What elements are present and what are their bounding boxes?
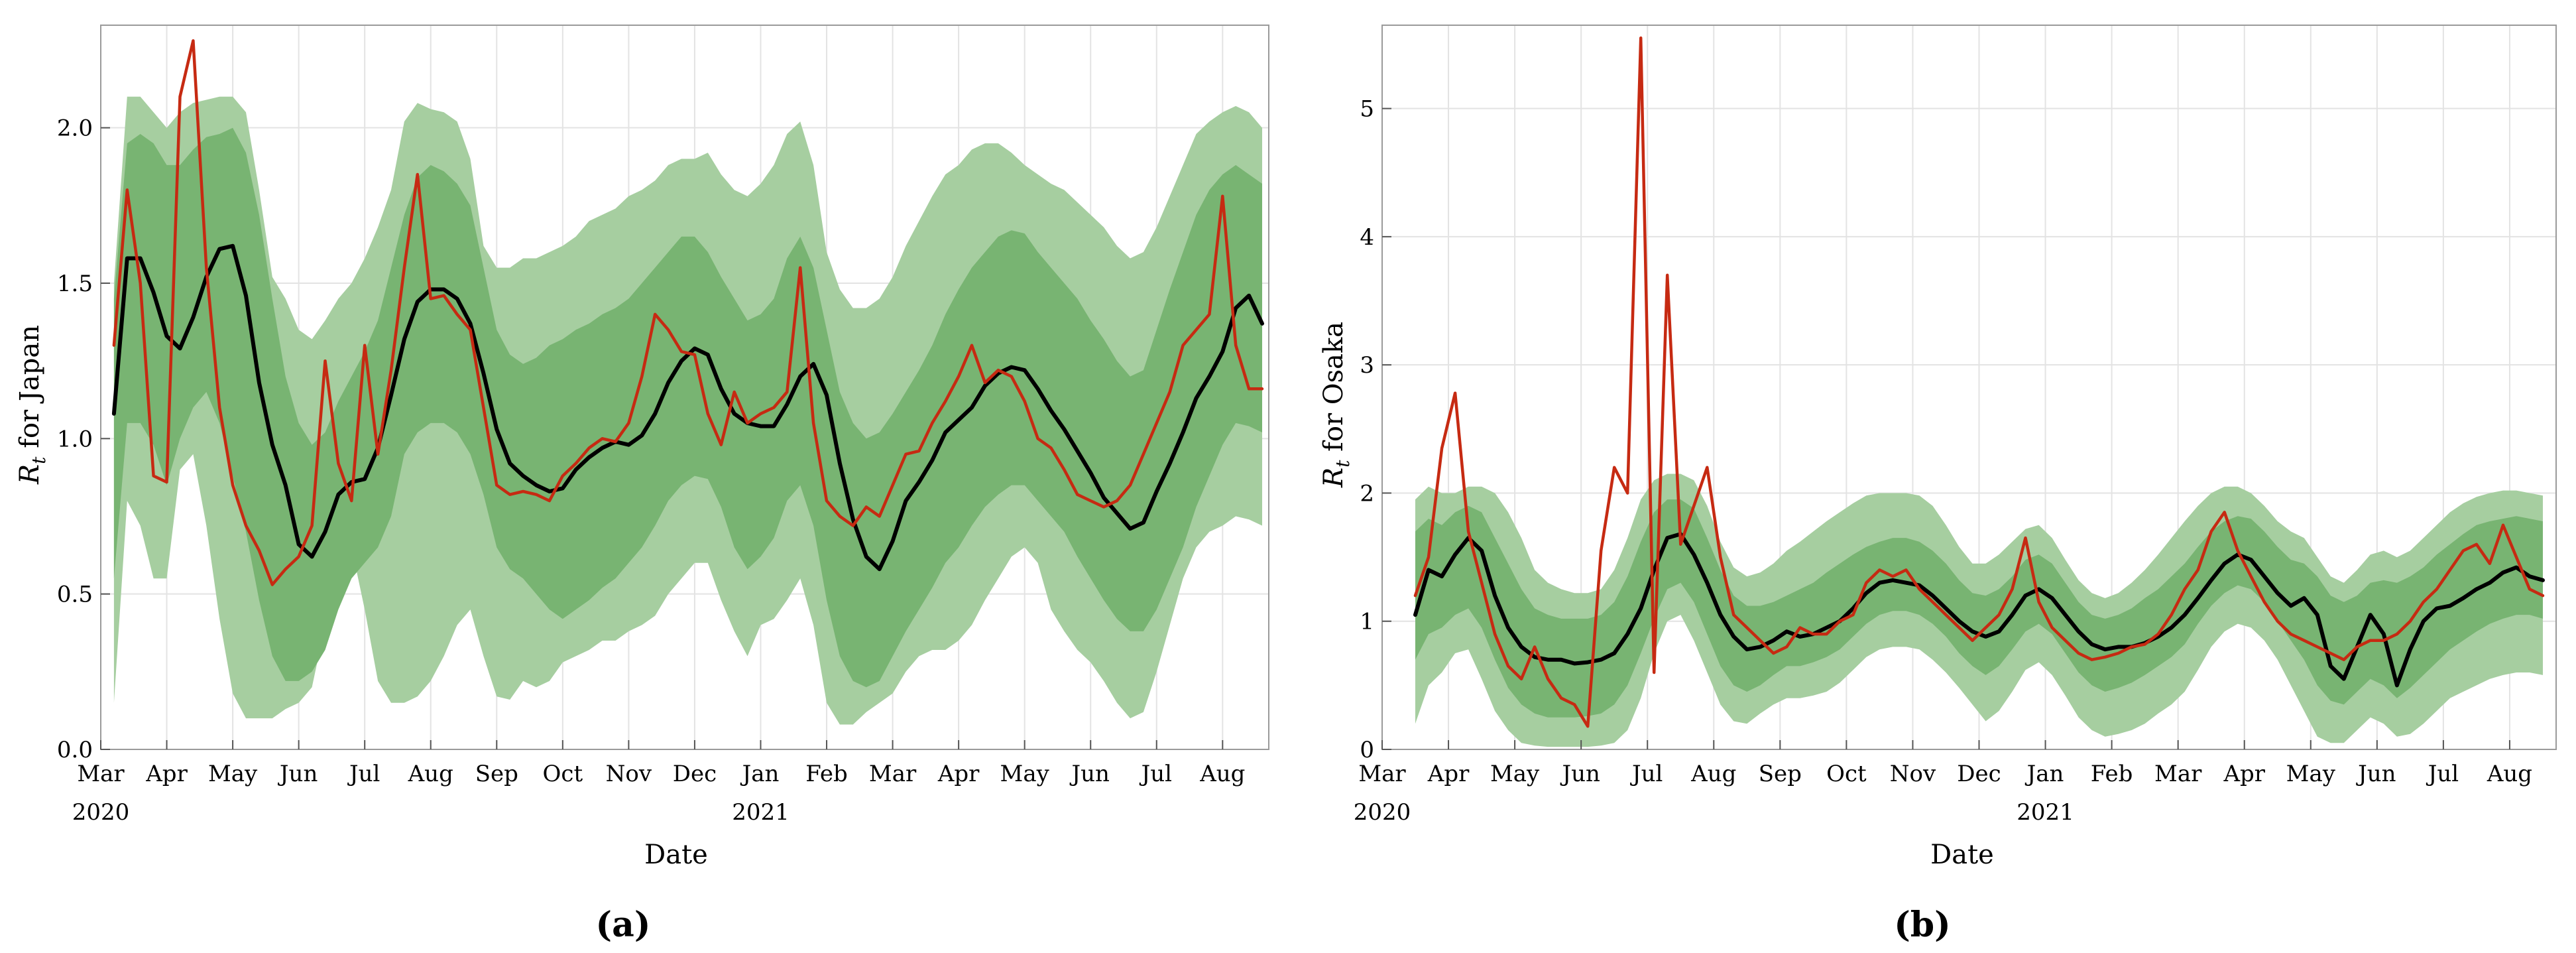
panel-a-xlabel: Date xyxy=(644,840,708,870)
panel-a-x-tick-label-4: Jul xyxy=(347,761,380,787)
panel-b-band-inner xyxy=(1415,499,2543,718)
panel-b-y-tick-label-4: 4 xyxy=(1360,224,1374,251)
panel-a-x-tick-label-0: Mar xyxy=(77,761,125,787)
panel-a-band-inner xyxy=(113,127,1262,688)
panel-a-x-tick-label-11: Feb xyxy=(805,761,848,787)
panel-b-y-tick-label-0: 0 xyxy=(1360,737,1374,763)
panel-b-x-tick-label-6: Sep xyxy=(1759,761,1802,787)
panel-b-x-tick-label-9: Dec xyxy=(1957,761,2001,787)
panel-b-frame xyxy=(1381,25,2557,750)
panel-a-year-label-1: 2021 xyxy=(732,799,790,826)
panel-a-x-tick-label-16: Jul xyxy=(1140,761,1172,787)
panel-a-series-observed-line xyxy=(112,39,1264,586)
panel-a-x-tick-label-17: Aug xyxy=(1199,761,1245,787)
panel-b-year-label-1: 2021 xyxy=(2017,799,2074,826)
panel-b-y-tick-label-5: 5 xyxy=(1360,96,1374,123)
panel-b-x-tick-label-5: Aug xyxy=(1690,761,1736,787)
panel-a-x-tick-label-14: May xyxy=(1000,761,1050,787)
panel-a-x-tick-label-10: Jan xyxy=(740,761,780,787)
panel-b-y-tick-label-1: 1 xyxy=(1360,609,1374,635)
panel-b-x-tick-label-7: Oct xyxy=(1826,761,1867,787)
panel-a-plot: Mar Apr May Jun Jul Aug Sep Oct Nov Dec Jan Feb Mar A… xyxy=(57,25,1269,826)
panel-a-y-tick-label-1: 0.5 xyxy=(57,582,93,608)
panel-b-x-tick-label-8: Nov xyxy=(1890,761,1936,787)
panel-b: Rt for Osaka Mar Apr May Jun Jul Aug Sep Oct Nov… xyxy=(1318,25,2557,945)
panel-a-ylabel: Rt for Japan xyxy=(15,325,50,485)
panel-a-x-tick-label-8: Nov xyxy=(606,761,652,787)
panel-b-year-label-0: 2020 xyxy=(1354,799,1411,826)
panel-b-x-tick-label-15: Jun xyxy=(2356,761,2396,787)
panel-a-label: (a) xyxy=(596,905,651,945)
panel-a-x-tick-label-13: Apr xyxy=(937,761,980,787)
panel-a-frame xyxy=(100,25,1269,750)
panel-a: Rt for Japan Mar Apr May Jun Jul Aug Sep Oct Nov… xyxy=(15,25,1269,945)
panel-b-x-tick-label-11: Feb xyxy=(2091,761,2133,787)
panel-b-plot: Mar Apr May Jun Jul Aug Sep Oct Nov Dec Jan Feb Mar A… xyxy=(1354,25,2557,826)
panel-a-x-tick-label-3: Jun xyxy=(278,761,318,787)
panel-b-x-tick-label-16: Jul xyxy=(2426,761,2459,787)
panel-a-x-tick-label-1: Apr xyxy=(145,761,188,787)
panel-b-series-observed-line xyxy=(1413,36,2545,728)
panel-a-x-tick-label-7: Oct xyxy=(543,761,583,787)
panel-b-ylabel: Rt for Osaka xyxy=(1318,322,1354,488)
panel-a-x-tick-label-6: Sep xyxy=(475,761,518,787)
panel-b-x-tick-label-12: Mar xyxy=(2154,761,2202,787)
panel-b-x-tick-label-13: Apr xyxy=(2223,761,2265,787)
panel-a-x-tick-label-5: Aug xyxy=(408,761,453,787)
panel-a-x-tick-label-9: Dec xyxy=(673,761,717,787)
panel-b-x-tick-label-14: May xyxy=(2286,761,2336,787)
panel-a-x-tick-label-12: Mar xyxy=(869,761,917,787)
panel-b-x-tick-label-10: Jan xyxy=(2025,761,2064,787)
panel-b-x-tick-label-2: May xyxy=(1490,761,1540,787)
panel-a-y-tick-label-4: 2.0 xyxy=(57,115,93,142)
panel-a-series-model-line xyxy=(111,243,1264,572)
panel-b-x-tick-label-3: Jun xyxy=(1560,761,1600,787)
panel-b-label: (b) xyxy=(1894,905,1951,945)
panel-b-x-tick-label-4: Jul xyxy=(1630,761,1663,787)
panel-b-x-tick-label-0: Mar xyxy=(1358,761,1406,787)
panel-b-x-tick-label-17: Aug xyxy=(2487,761,2532,787)
panel-b-x-tick-label-1: Apr xyxy=(1427,761,1470,787)
panel-a-y-tick-label-0: 0.0 xyxy=(57,737,93,763)
panel-a-year-label-0: 2020 xyxy=(72,799,130,826)
panel-b-xlabel: Date xyxy=(1930,840,1994,870)
panel-a-y-tick-label-2: 1.0 xyxy=(57,426,93,452)
panel-a-x-tick-label-2: May xyxy=(208,761,258,787)
panel-b-y-tick-label-3: 3 xyxy=(1360,352,1374,379)
panel-a-y-tick-label-3: 1.5 xyxy=(57,271,93,297)
panel-a-x-tick-label-15: Jun xyxy=(1070,761,1110,787)
panel-b-y-tick-label-2: 2 xyxy=(1360,480,1374,507)
